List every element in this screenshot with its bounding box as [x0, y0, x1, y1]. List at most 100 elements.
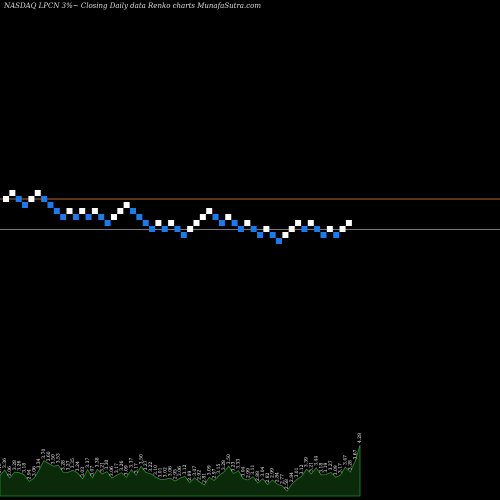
volume-label: 3.18 — [22, 463, 28, 473]
up-brick — [117, 208, 124, 214]
volume-label: 3.28 — [221, 460, 227, 470]
up-brick — [295, 220, 302, 226]
volume-label: 2.99 — [270, 468, 276, 478]
volume-label: 3.67 — [352, 449, 358, 459]
up-brick — [326, 226, 333, 232]
volume-label: 3.27 — [65, 460, 71, 470]
volume-label: 3.28 — [348, 460, 354, 470]
up-brick — [282, 232, 289, 238]
volume-label: 3.27 — [143, 460, 149, 470]
volume-label: 2.82 — [265, 472, 271, 482]
volume-label: 2.89 — [187, 471, 193, 481]
volume-label: 3.24 — [75, 461, 81, 471]
volume-label: 3.16 — [0, 463, 3, 473]
up-brick — [110, 214, 117, 220]
volume-label: 3.36 — [2, 458, 8, 468]
up-brick — [9, 190, 16, 196]
volume-area — [0, 444, 361, 497]
volume-label: 3.19 — [323, 462, 329, 472]
down-brick — [174, 226, 181, 232]
volume-label: 3.06 — [31, 466, 37, 476]
up-brick — [155, 220, 162, 226]
down-brick — [53, 208, 60, 214]
up-brick — [3, 196, 9, 202]
down-brick — [142, 220, 149, 226]
volume-label: 3.30 — [104, 459, 110, 469]
up-brick — [79, 208, 86, 214]
volume-label: 3.28 — [60, 460, 66, 470]
down-brick — [257, 232, 263, 238]
volume-label: 3.34 — [36, 458, 42, 468]
volume-label: 3.50 — [51, 454, 57, 464]
up-brick — [28, 196, 35, 202]
volume-label: 3.06 — [177, 466, 183, 476]
down-brick — [212, 214, 219, 220]
down-brick — [301, 226, 308, 232]
reference-lines — [0, 198, 500, 230]
volume-label: 3.21 — [309, 462, 315, 472]
down-brick — [250, 226, 257, 232]
volume-label: 3.27 — [328, 460, 334, 470]
down-brick — [237, 226, 244, 232]
volume-label: 3.06 — [7, 466, 13, 476]
down-brick — [276, 238, 283, 244]
volume-label: 2.81 — [202, 473, 208, 483]
volume-label: 2.58 — [284, 479, 290, 489]
down-brick — [180, 232, 187, 238]
volume-label: 3.39 — [304, 457, 310, 467]
volume-label: 3.11 — [250, 465, 256, 475]
renko-bricks — [3, 190, 352, 244]
down-brick — [269, 232, 276, 238]
up-brick — [34, 190, 41, 196]
volume-label: 3.10 — [153, 465, 159, 475]
up-brick — [193, 220, 200, 226]
volume-label: 2.84 — [289, 472, 295, 482]
volume-label: 3.53 — [56, 453, 62, 463]
down-brick — [72, 214, 79, 220]
volume-label: 3.18 — [318, 463, 324, 473]
down-brick — [85, 214, 92, 220]
down-brick — [161, 226, 168, 232]
down-brick — [231, 220, 238, 226]
volume-label: 2.88 — [255, 471, 261, 481]
volume-label: 3.37 — [129, 458, 135, 468]
volume-label: 3.44 — [313, 456, 319, 466]
volume-label: 3.04 — [240, 466, 246, 476]
up-brick — [288, 226, 295, 232]
volume-label: 4.28 — [357, 433, 363, 443]
down-brick — [333, 232, 340, 238]
volume-label: 3.60 — [46, 451, 52, 461]
up-brick — [199, 214, 206, 220]
volume-label: 3.03 — [80, 467, 86, 477]
up-brick — [225, 214, 232, 220]
down-brick — [149, 226, 156, 232]
volume-label: 3.07 — [192, 466, 198, 476]
volume-label: 3.23 — [231, 461, 237, 471]
volume-label: 3.38 — [95, 457, 101, 467]
down-brick — [104, 220, 111, 226]
down-brick — [130, 208, 136, 214]
volume-label: 3.17 — [338, 463, 344, 473]
down-brick — [15, 196, 22, 202]
volume-label: 3.07 — [90, 466, 96, 476]
volume-label: 3.47 — [343, 455, 349, 465]
volume-label: 2.99 — [245, 468, 251, 478]
down-brick — [218, 220, 225, 226]
volume-label: 2.97 — [211, 468, 217, 478]
up-brick — [307, 220, 314, 226]
volume-label: 3.02 — [163, 467, 169, 477]
volume-label: 3.26 — [17, 461, 23, 471]
volume-label: 3.09 — [124, 465, 130, 475]
volume-label: 2.95 — [172, 469, 178, 479]
down-brick — [98, 214, 105, 220]
up-brick — [339, 226, 346, 232]
down-brick — [136, 214, 143, 220]
volume-label: 3.15 — [216, 464, 222, 474]
up-brick — [263, 226, 270, 232]
up-brick — [168, 220, 175, 226]
up-brick — [123, 202, 130, 208]
volume-label: 3.12 — [299, 464, 305, 474]
chart-title: NASDAQ LPCN 3%~ Closing Daily data Renko… — [4, 2, 261, 10]
volume-label: 3.50 — [138, 454, 144, 464]
